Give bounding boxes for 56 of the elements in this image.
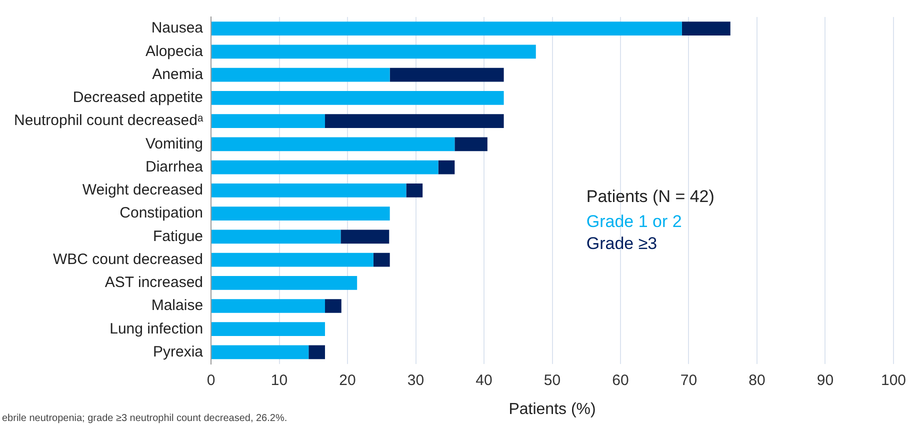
bar [212, 44, 536, 59]
y-tick-label: WBC count decreased [52, 250, 204, 268]
y-tick-label: Decreased appetite [72, 89, 204, 106]
text: Grade 1 or 2 [586, 212, 682, 232]
bar [212, 68, 390, 82]
x-tick-label: 50 [544, 372, 561, 389]
y-tick-label: Anemia [152, 66, 204, 83]
bar [325, 299, 342, 313]
bar [308, 345, 325, 360]
bar [340, 230, 390, 244]
x-tick-label: 90 [816, 372, 834, 389]
bar [212, 206, 390, 220]
y-tick-label: Vomiting [145, 135, 204, 152]
bar [390, 68, 504, 82]
y-tick-label: Lung infection [110, 320, 204, 338]
bar [212, 230, 341, 244]
y-tick-label: Constipation [120, 204, 204, 222]
bar [325, 114, 504, 128]
x-tick-label: 60 [612, 372, 629, 389]
bar [212, 160, 438, 174]
x-tick-label: 10 [270, 372, 288, 389]
x-tick-label: 20 [339, 372, 356, 389]
x-tick-label: 100 [880, 372, 906, 389]
bar [406, 183, 423, 198]
bar [212, 22, 682, 36]
x-axis-title: Patients (%) [508, 400, 596, 418]
y-tick-label: Pyrexia [153, 343, 204, 360]
bar [212, 322, 325, 336]
y-tick-label: Fatigue [152, 228, 204, 245]
bar [438, 160, 455, 174]
x-tick-label: 70 [680, 372, 698, 389]
bar [212, 252, 374, 267]
bar [212, 114, 325, 128]
bar [212, 137, 455, 152]
y-tick-label: Weight decreased [82, 182, 204, 199]
y-tick-label: Diarrhea [146, 158, 204, 176]
y-tick-label: Neutrophil count decreasedᵃ [14, 112, 204, 130]
text: Grade ≥3 [586, 234, 658, 254]
bar [212, 276, 358, 290]
legend-title: Patients (N = 42) [586, 187, 714, 206]
text: ebrile neutropenia; grade ≥3 neutrophil count decreased, 26.2%. [2, 412, 288, 424]
x-tick-label: 0 [206, 372, 216, 389]
x-tick-label: 30 [407, 372, 424, 389]
bar [373, 252, 390, 267]
y-tick-label: Malaise [151, 297, 204, 314]
bar [212, 345, 309, 360]
bar [212, 299, 325, 313]
bar [212, 183, 406, 198]
y-tick-label: Nausea [151, 20, 204, 37]
x-tick-label: 80 [748, 372, 766, 389]
bar [454, 137, 488, 152]
y-tick-label: AST increased [104, 274, 204, 292]
bar [212, 90, 504, 105]
bar [682, 22, 730, 36]
y-tick-label: Alopecia [145, 42, 204, 60]
x-tick-label: 40 [476, 372, 492, 389]
